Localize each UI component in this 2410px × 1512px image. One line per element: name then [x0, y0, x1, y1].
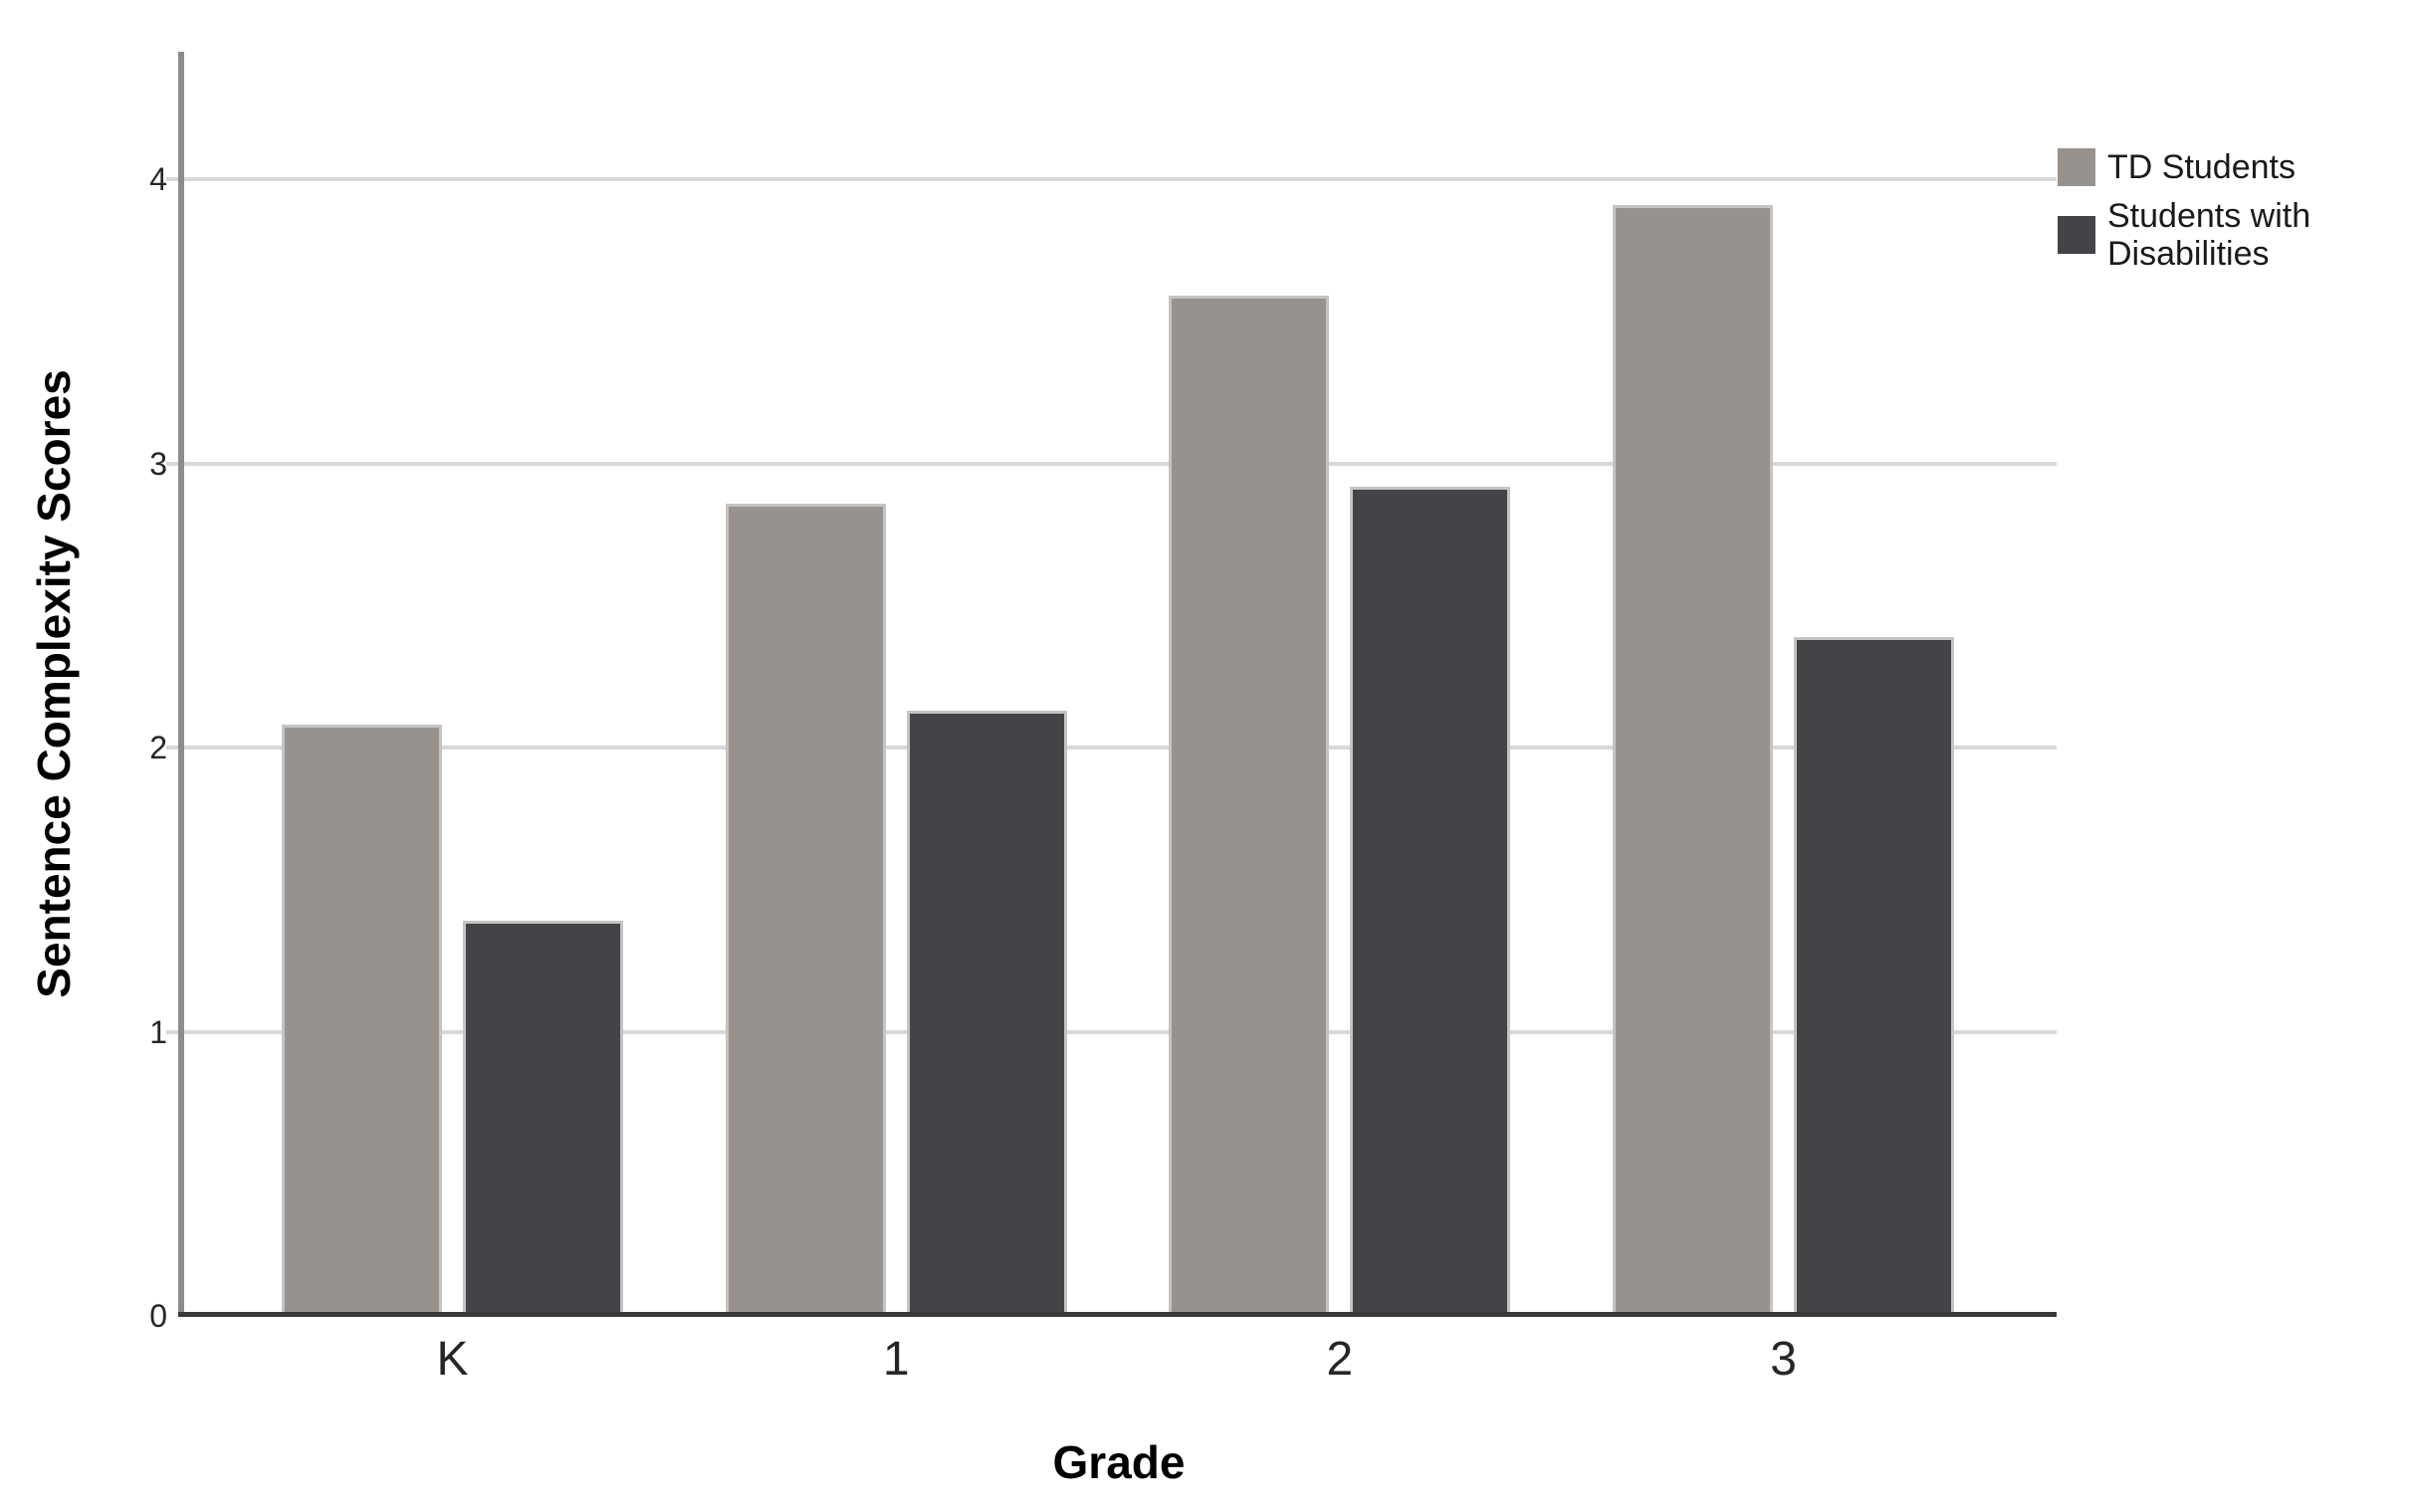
gridline-y-3 — [166, 461, 2057, 466]
x-tick-label-1: 1 — [882, 1333, 910, 1386]
legend-label-td-students: TD Students — [2107, 148, 2296, 186]
bar-td-k — [282, 725, 442, 1316]
legend-swatch-students-with-disabilities — [2058, 216, 2095, 254]
bar-td-2 — [1169, 296, 1330, 1316]
x-axis-title: Grade — [1052, 1436, 1186, 1488]
bar-td-1 — [725, 503, 886, 1316]
legend-item-students-with-disabilities: Students with Disabilities — [2058, 197, 2356, 273]
y-tick-label-2: 2 — [149, 730, 167, 766]
legend-item-td-students: TD Students — [2058, 148, 2356, 186]
bar-swd-1 — [906, 711, 1067, 1316]
gridline-y-1 — [166, 1029, 2057, 1034]
y-axis-title: Sentence Complexity Scores — [28, 369, 80, 998]
x-tick-label-3: 3 — [1770, 1333, 1797, 1386]
bar-swd-k — [463, 921, 623, 1316]
y-tick-label-4: 4 — [149, 161, 167, 198]
legend-swatch-td-students — [2058, 148, 2095, 186]
bar-swd-3 — [1794, 636, 1955, 1316]
legend: TD Students Students with Disabilities — [2058, 148, 2356, 273]
y-tick-label-0: 0 — [149, 1298, 167, 1334]
y-axis-line — [178, 52, 184, 1317]
legend-label-students-with-disabilities: Students with Disabilities — [2107, 197, 2311, 273]
bar-swd-2 — [1350, 486, 1511, 1316]
x-tick-label-k: K — [436, 1333, 469, 1386]
x-tick-label-2: 2 — [1326, 1333, 1354, 1386]
gridline-y-2 — [166, 746, 2057, 751]
y-tick-label-1: 1 — [149, 1013, 167, 1050]
gridline-y-4 — [166, 177, 2057, 182]
y-tick-label-3: 3 — [149, 445, 167, 482]
bar-td-3 — [1613, 205, 1774, 1316]
x-axis-line — [178, 1312, 2057, 1317]
